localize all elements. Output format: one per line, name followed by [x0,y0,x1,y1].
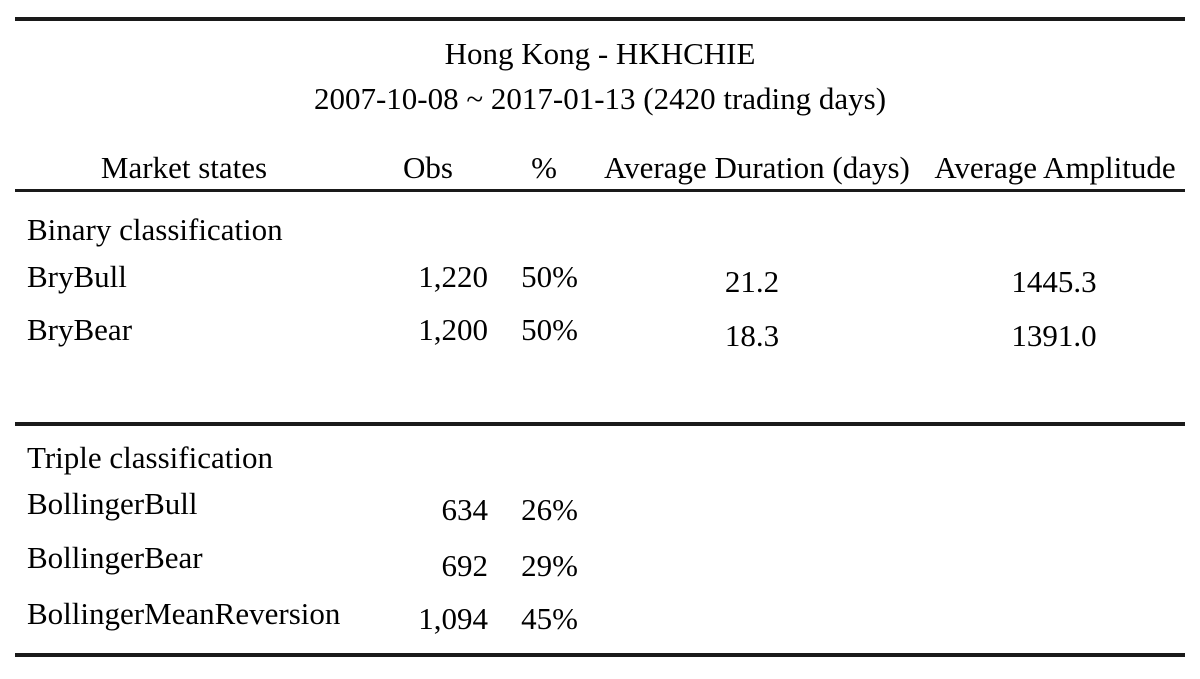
bottom-rule [15,653,1185,657]
cell-avg-duration: 21.2 [724,264,780,299]
table-row: BollingerBull 634 26% [0,484,1200,528]
row-label: BryBear [27,312,133,347]
cell-obs: 1,094 [418,601,488,636]
cell-obs: 1,220 [418,259,488,294]
section-label-triple: Triple classification [27,440,273,475]
table-row: BollingerBear 692 29% [0,538,1200,583]
table-subtitle: 2007-10-08 ~ 2017-01-13 (2420 trading da… [313,81,887,116]
cell-pct: 50% [521,312,578,347]
table-row: BryBull 1,220 50% 21.2 1445.3 [0,257,1200,301]
cell-obs: 1,200 [418,312,488,347]
cell-avg-amplitude: 1445.3 [1011,264,1097,299]
row-label: BollingerMeanReversion [27,596,341,631]
top-rule [15,17,1185,21]
section-label-binary: Binary classification [27,212,283,247]
table-row: BollingerMeanReversion 1,094 45% [0,594,1200,638]
col-header-pct: % [531,150,557,185]
cell-pct: 26% [521,492,578,527]
section-divider-rule [15,422,1185,426]
cell-pct: 45% [521,601,578,636]
row-label: BollingerBear [27,540,203,575]
table-title: Hong Kong - HKHCHIE [444,36,756,71]
col-header-avg-amplitude: Average Amplitude [934,150,1176,185]
col-header-avg-duration: Average Duration (days) [604,150,910,185]
header-rule [15,189,1185,192]
col-header-obs: Obs [403,150,453,185]
cell-avg-amplitude: 1391.0 [1011,318,1097,353]
cell-obs: 634 [441,492,489,527]
column-header-row: Market states Obs % Average Duration (da… [0,148,1200,192]
cell-pct: 29% [521,548,578,583]
table-row: BryBear 1,200 50% 18.3 1391.0 [0,310,1200,354]
row-label: BollingerBull [27,486,198,521]
cell-pct: 50% [521,259,578,294]
cell-avg-duration: 18.3 [724,318,780,353]
col-header-market-states: Market states [100,150,268,185]
cell-obs: 692 [441,548,489,583]
row-label: BryBull [27,259,127,294]
